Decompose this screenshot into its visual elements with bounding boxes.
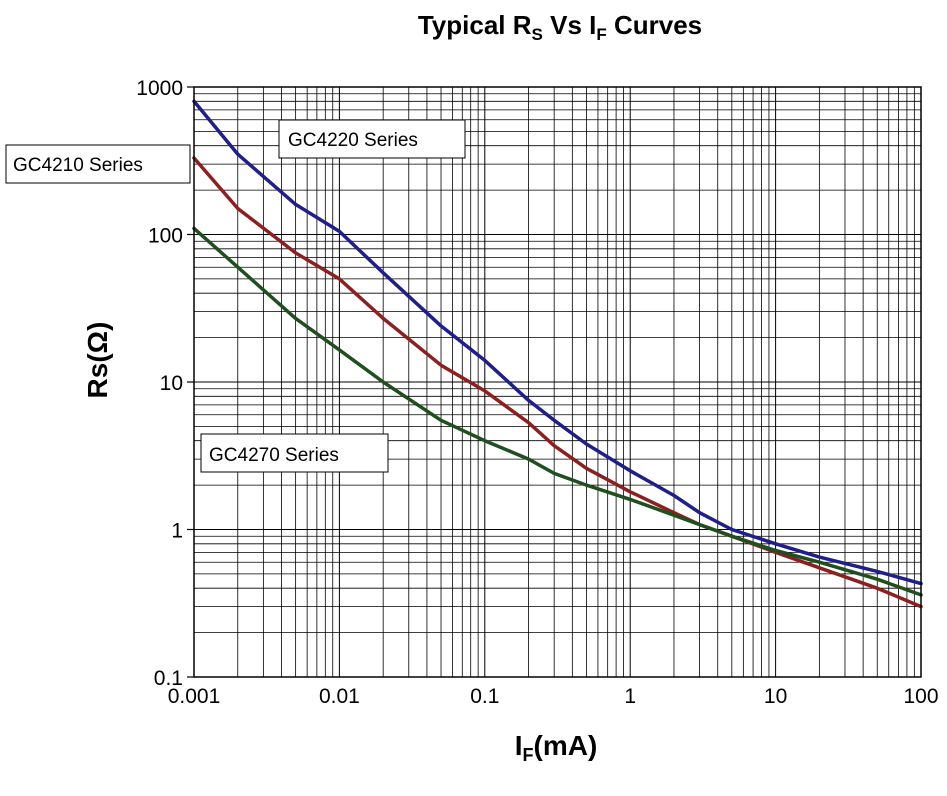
series-line-3 xyxy=(192,226,923,597)
series-line-2 xyxy=(192,156,923,609)
x-tick-label: 0.01 xyxy=(319,685,360,708)
x-axis-label: IF(mA) xyxy=(515,730,598,765)
y-ticks: 0.1 1 10 100 1000 xyxy=(136,77,194,690)
title-suffix: Curves xyxy=(607,10,702,40)
y-tick-label: 1000 xyxy=(136,77,183,100)
x-label-main: I xyxy=(515,730,523,761)
legend-label-gc4270: GC4270 Series xyxy=(209,445,339,466)
legend-box-gc4270: GC4270 Series xyxy=(200,433,389,473)
x-ticks: 0.001 0.01 0.1 1 10 100 xyxy=(168,685,939,708)
x-tick-label: 100 xyxy=(903,685,938,708)
x-tick-label: 1 xyxy=(624,685,636,708)
y-tick-label: 100 xyxy=(148,225,183,248)
y-axis-label: Rs(Ω) xyxy=(82,322,113,399)
title-prefix: Typical R xyxy=(418,10,532,40)
y-tick-label: 0.1 xyxy=(154,667,183,690)
grid xyxy=(194,87,921,677)
title-sub1: S xyxy=(532,25,543,44)
title-sub2: F xyxy=(596,25,606,44)
series-layer xyxy=(192,99,923,609)
legend-box-gc4220: GC4220 Series xyxy=(278,119,466,159)
title-middle: Vs I xyxy=(543,10,596,40)
x-tick-label: 0.1 xyxy=(470,685,499,708)
x-label-unit: (mA) xyxy=(534,730,598,761)
x-label-sub: F xyxy=(523,745,534,765)
y-tick-label: 1 xyxy=(171,520,183,543)
x-tick-label: 0.001 xyxy=(168,685,221,708)
x-tick-label: 10 xyxy=(764,685,787,708)
series-line-1 xyxy=(192,99,923,586)
chart-title: Typical RS Vs IF Curves xyxy=(418,10,702,44)
y-tick-label: 10 xyxy=(160,372,183,395)
legend-label-gc4210: GC4210 Series xyxy=(13,155,143,176)
legend-label-gc4220: GC4220 Series xyxy=(288,130,418,151)
legend-box-gc4210: GC4210 Series xyxy=(5,144,191,184)
